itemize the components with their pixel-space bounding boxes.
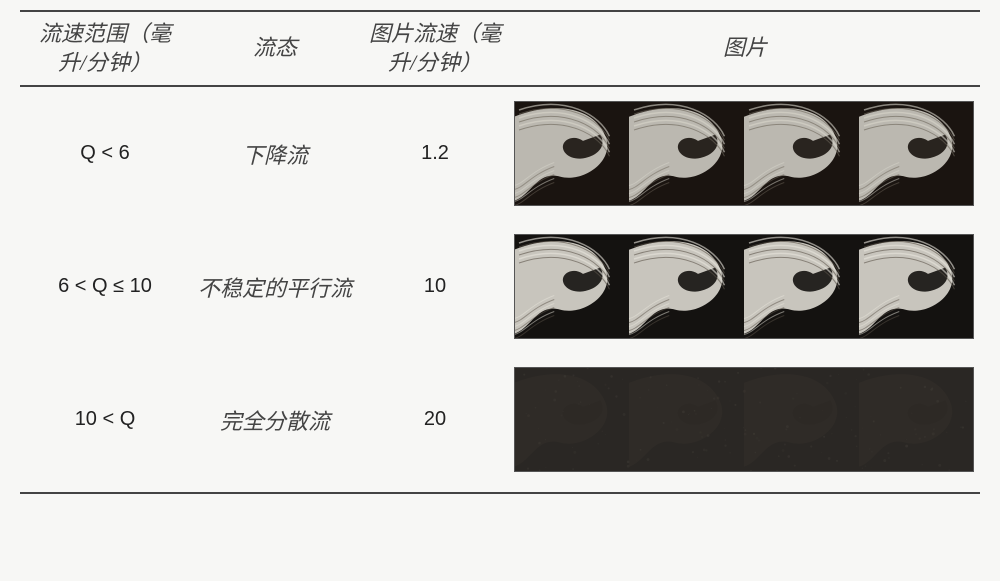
header-regime-text: 流态	[194, 34, 356, 63]
table-row: 6 < Q ≤ 10 不稳定的平行流 10	[20, 220, 980, 353]
cell-range-1: 6 < Q ≤ 10	[20, 220, 190, 353]
cell-imgflow-0: 1.2	[360, 86, 510, 220]
range-formula-2: 10 < Q	[75, 408, 136, 430]
header-img-flow-line1: 图片流速（毫	[364, 20, 506, 49]
cell-regime-1: 不稳定的平行流	[190, 220, 360, 353]
flow-pattern-image-0	[514, 101, 974, 206]
table-row: 10 < Q 完全分散流 20	[20, 353, 980, 493]
cell-image-0	[510, 86, 980, 220]
header-flow-range: 流速范围（毫 升/分钟）	[20, 11, 190, 86]
header-regime: 流态	[190, 11, 360, 86]
imgflow-num-2: 20	[424, 408, 446, 430]
cell-regime-2: 完全分散流	[190, 353, 360, 493]
cell-regime-0: 下降流	[190, 86, 360, 220]
flow-regime-table: 流速范围（毫 升/分钟） 流态 图片流速（毫 升/分钟） 图片 Q < 6 下降…	[20, 10, 980, 494]
imgflow-num-1: 10	[424, 275, 446, 297]
header-flow-range-line2: 升/分钟）	[24, 49, 186, 78]
cell-imgflow-1: 10	[360, 220, 510, 353]
flow-pattern-image-2	[514, 367, 974, 472]
header-img-flow-line2: 升/分钟）	[364, 49, 506, 78]
regime-text-0: 下降流	[242, 143, 308, 168]
cell-image-2	[510, 353, 980, 493]
range-formula-1: 6 < Q ≤ 10	[58, 275, 152, 297]
cell-range-2: 10 < Q	[20, 353, 190, 493]
range-formula-0: Q < 6	[80, 142, 129, 164]
imgflow-num-0: 1.2	[421, 142, 449, 164]
cell-range-0: Q < 6	[20, 86, 190, 220]
header-image-text: 图片	[514, 34, 976, 63]
header-img-flow: 图片流速（毫 升/分钟）	[360, 11, 510, 86]
table-header-row: 流速范围（毫 升/分钟） 流态 图片流速（毫 升/分钟） 图片	[20, 11, 980, 86]
flow-pattern-image-1	[514, 234, 974, 339]
table-row: Q < 6 下降流 1.2	[20, 86, 980, 220]
header-image: 图片	[510, 11, 980, 86]
header-flow-range-line1: 流速范围（毫	[24, 20, 186, 49]
cell-image-1	[510, 220, 980, 353]
regime-text-1: 不稳定的平行流	[198, 276, 352, 301]
regime-text-2: 完全分散流	[220, 409, 330, 434]
cell-imgflow-2: 20	[360, 353, 510, 493]
